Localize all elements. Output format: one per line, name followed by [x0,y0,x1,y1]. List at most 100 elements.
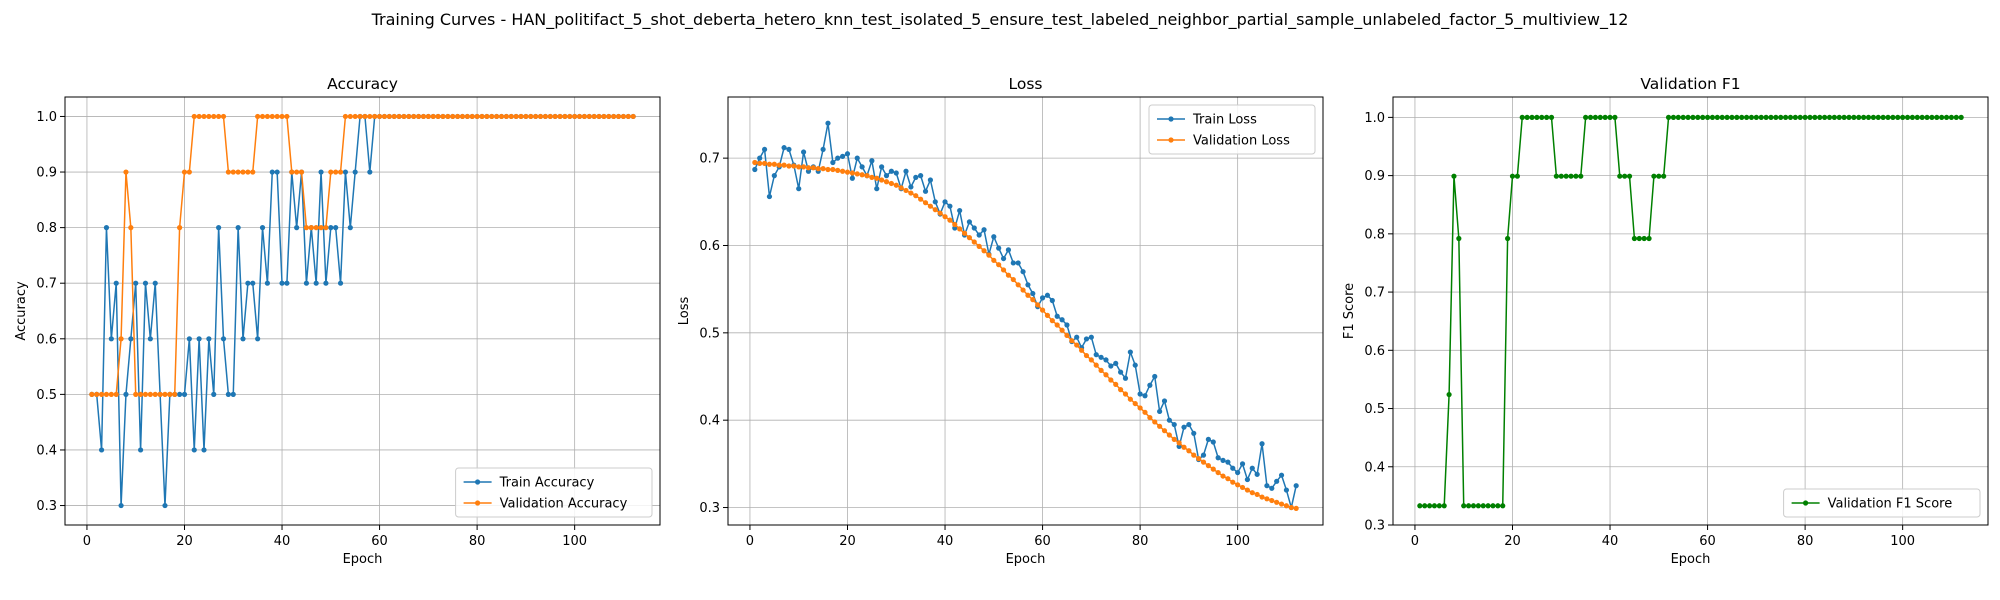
series-1-point [1617,173,1623,179]
series-1-point [142,280,149,286]
x-tick-label: 60 [371,534,388,549]
series-1-point [922,188,929,194]
series-2-point [123,169,129,175]
legend-swatch-marker [475,500,481,506]
series-1-point [1456,235,1462,242]
series-2-point [162,391,168,397]
series-1-point [147,336,153,342]
series-1-point [1509,173,1516,179]
series-1-point [1171,421,1177,428]
series-1-point [1093,352,1099,358]
series-1-point [893,170,899,176]
chart-panel-1: 0 20 40 60 80 100 0.3 0.4 0.5 0.6 0.7 0.8 0.9 1.0 Accu… [14,75,661,567]
series-2-point [279,113,285,120]
series-2-point [284,113,290,120]
series-1-point [323,280,329,286]
series-2-point [1030,297,1036,303]
series-2-point [533,113,539,120]
series-1-point [1436,503,1442,509]
series-2-point [450,113,456,120]
series-2-point [489,113,495,120]
series-1-point [1431,503,1438,509]
series-1-point [342,169,349,175]
series-2-point [494,113,500,120]
series-1-point [284,280,290,286]
series-1-point [996,245,1002,251]
series-2-point [1108,377,1114,383]
series-1-point [1015,260,1021,266]
series-2-point [1093,362,1099,368]
series-2-point [879,177,885,183]
x-tick-label: 40 [937,534,954,549]
series-1-point [874,186,880,192]
series-1-point [313,280,319,286]
series-line-1 [754,123,1297,508]
series-2-point [269,113,275,120]
series-1-point [108,336,114,342]
series-1-point [1914,114,1920,120]
series-1-point [191,447,197,453]
y-tick-label: 0.7 [36,277,57,292]
series-2-point [557,113,563,120]
series-1-point [1592,114,1598,120]
x-tick-label: 20 [839,534,856,549]
series-1-point [1020,269,1026,275]
y-tick-label: 0.5 [699,326,720,341]
series-1-point [245,280,251,286]
series-1-point [186,336,192,342]
series-1-point [216,225,222,231]
series-2-point [805,165,812,171]
series-1-point [1934,114,1940,120]
legend-swatch-marker [1168,116,1174,122]
series-1-point [152,280,158,286]
series-2-point [567,113,573,120]
series-2-point [513,113,519,120]
series-2-point [761,160,768,166]
series-2-point [630,113,636,120]
series-2-point [435,113,441,120]
series-1-point [1787,114,1794,120]
plot-frame [727,96,1324,526]
series-2-point [1020,287,1026,293]
series-2-point [376,113,383,120]
series-1-point [971,225,977,231]
series-1-point [1836,114,1842,120]
series-2-point [947,217,953,223]
series-1-point [1127,349,1133,355]
series-2-point [1000,267,1007,273]
series-2-point [1044,312,1051,318]
series-1-point [1646,235,1652,242]
series-1-point [1422,503,1428,509]
legend-label: Validation Loss [1193,134,1290,149]
series-2-point [469,113,475,120]
series-1-point [274,169,280,175]
series-1-point [879,164,885,170]
series-1-point [1724,114,1730,120]
series-1-point [844,151,851,157]
legend-label: Train Loss [1192,113,1257,128]
series-1-point [1244,476,1251,483]
x-axis-label: Epoch [343,552,383,567]
series-1-point [1259,441,1265,447]
series-1-point [781,145,787,151]
series-2-point [1235,482,1241,488]
series-1-point [1461,503,1467,509]
series-1-point [162,502,168,509]
plot-frame [1392,96,1989,526]
series-1-point [177,391,183,397]
series-2-point [937,210,943,216]
series-1-point [1583,114,1589,120]
series-2-point [1098,367,1104,373]
series-1-point [1948,114,1955,120]
series-1-point [1670,114,1677,120]
series-1-point [201,447,207,453]
series-2-point [386,113,392,120]
series-1-point [133,280,139,286]
series-1-point [1807,114,1813,120]
series-1-point [786,146,792,153]
series-2-point [815,166,821,172]
series-2-point [220,113,227,120]
series-2-point [1069,338,1075,344]
series-2-point [1288,504,1294,511]
